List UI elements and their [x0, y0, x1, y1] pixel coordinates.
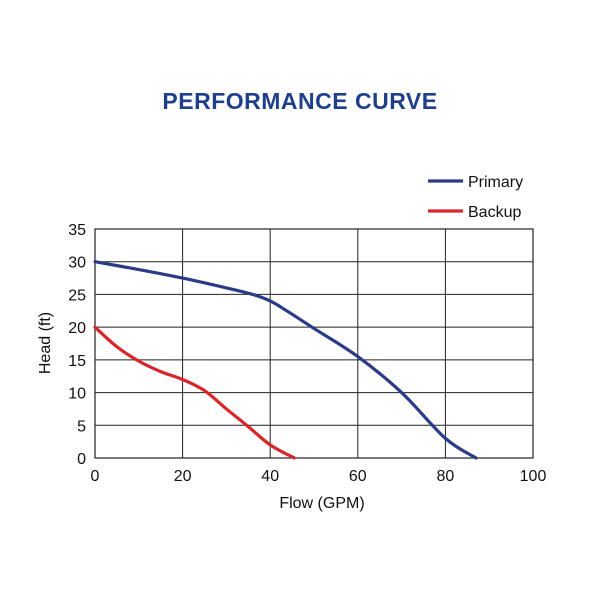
- y-tick-label: 20: [68, 320, 86, 337]
- series-lines: [93, 260, 478, 460]
- x-tick-label: 60: [349, 468, 367, 485]
- y-tick-label: 5: [77, 418, 86, 435]
- x-tick-label: 20: [174, 468, 192, 485]
- y-tick-label: 15: [68, 353, 86, 370]
- plot-frame: [94, 228, 534, 459]
- legend-label-backup: Backup: [468, 204, 521, 221]
- x-tick-label: 40: [261, 468, 279, 485]
- y-tick-label: 25: [68, 287, 86, 304]
- x-tick-label: 0: [91, 468, 100, 485]
- series-line-primary: [93, 260, 478, 460]
- legend-label-primary: Primary: [468, 174, 523, 191]
- y-tick-label: 35: [68, 222, 86, 239]
- series-line-backup: [93, 325, 296, 460]
- legend: Primary Backup: [428, 174, 523, 221]
- x-tick-label: 100: [520, 468, 547, 485]
- x-tick-label: 80: [437, 468, 455, 485]
- y-tick-label: 30: [68, 255, 86, 272]
- grid: [94, 228, 534, 459]
- y-tick-label: 10: [68, 386, 86, 403]
- tick-labels: 0 20 40 60 80 100 0 5 10 15 20 25 30 35: [68, 222, 546, 485]
- y-tick-label: 0: [77, 451, 86, 468]
- chart-title: PERFORMANCE CURVE: [162, 88, 438, 114]
- x-axis-label: Flow (GPM): [279, 495, 364, 512]
- y-axis-label: Head (ft): [37, 312, 54, 374]
